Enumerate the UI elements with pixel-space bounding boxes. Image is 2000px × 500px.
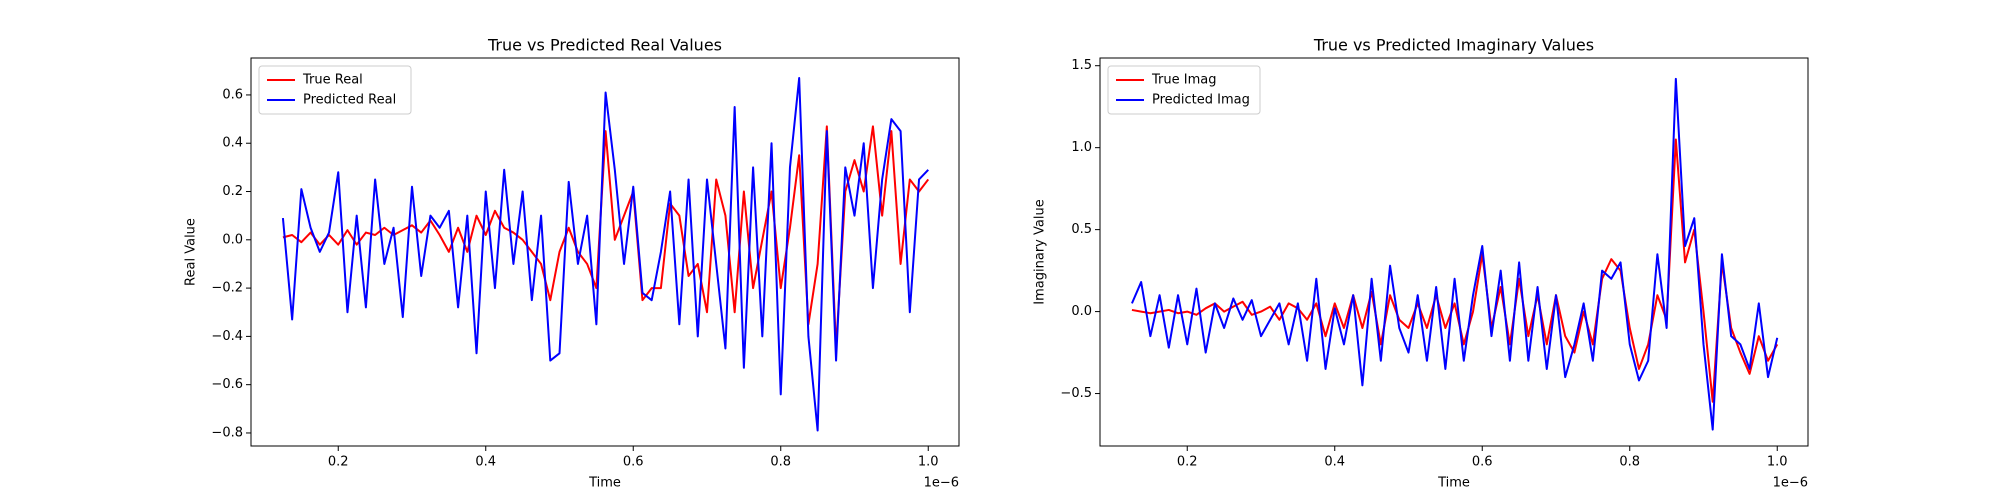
x-tick-label: 0.4 (475, 455, 496, 470)
series-line (282, 125, 930, 350)
x-tick-label: 0.8 (770, 455, 791, 470)
y-tick-label: −0.2 (211, 281, 243, 296)
y-axis-label: Real Value (184, 218, 199, 286)
legend-label: Predicted Imag (1152, 93, 1250, 108)
y-tick-label: 0.0 (1071, 304, 1092, 319)
legend: True Real Predicted Real (258, 65, 412, 115)
chart-title: True vs Predicted Real Values (487, 36, 722, 55)
plot: True vs Predicted Real Values 0.2 0.4 0.6 0.… (184, 36, 960, 491)
axes-frame (1099, 57, 1809, 447)
series-line (281, 77, 929, 432)
legend-frame (1107, 65, 1261, 115)
x-tick-label: 0.6 (623, 455, 644, 470)
legend-frame (258, 65, 412, 115)
y-tick-label: 0.5 (1071, 222, 1092, 237)
y-axis-label: Imaginary Value (1033, 199, 1048, 304)
x-tick-label: 0.2 (1177, 455, 1198, 470)
y-tick-label: −0.4 (211, 329, 243, 344)
plot: True vs Predicted Imaginary Values 0.2 0.4… (1033, 36, 1809, 491)
y-tick-label: −0.5 (1060, 386, 1092, 401)
chart-title: True vs Predicted Imaginary Values (1313, 36, 1594, 55)
legend-label: True Imag (1151, 73, 1216, 88)
x-tick-label: 1.0 (1767, 455, 1788, 470)
x-tick-label: 0.2 (328, 455, 349, 470)
x-tick-label: 0.4 (1324, 455, 1345, 470)
x-offset-label: 1e−6 (1773, 476, 1808, 491)
y-tick-label: 0.6 (222, 87, 243, 102)
y-tick-label: 0.4 (222, 136, 243, 151)
legend-label: True Real (302, 73, 363, 88)
y-tick-label: 0.0 (222, 232, 243, 247)
legend: True Imag Predicted Imag (1107, 65, 1261, 115)
series-line (1131, 77, 1779, 431)
y-tick-label: −0.8 (211, 425, 243, 440)
y-tick-label: −0.6 (211, 377, 243, 392)
x-axis-label: Time (588, 476, 621, 491)
x-offset-label: 1e−6 (924, 476, 959, 491)
x-tick-label: 0.6 (1472, 455, 1493, 470)
x-tick-label: 0.8 (1619, 455, 1640, 470)
y-tick-label: 0.2 (222, 184, 243, 199)
y-tick-label: 1.0 (1071, 140, 1092, 155)
x-tick-label: 1.0 (918, 455, 939, 470)
x-axis-label: Time (1437, 476, 1470, 491)
axes-frame (250, 57, 960, 447)
y-tick-label: 1.5 (1071, 58, 1092, 73)
legend-label: Predicted Real (303, 93, 396, 108)
